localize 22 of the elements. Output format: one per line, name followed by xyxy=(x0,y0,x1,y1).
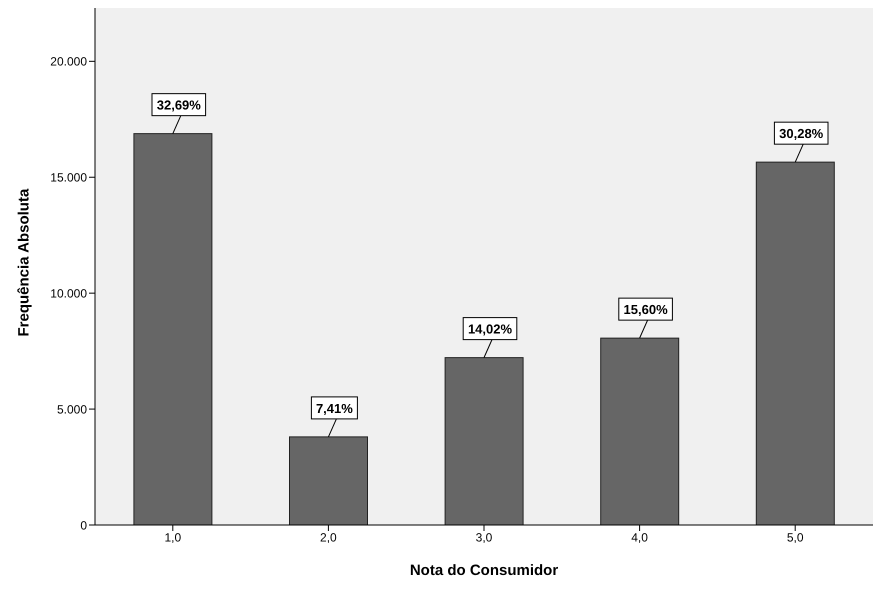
bar xyxy=(289,436,368,525)
y-tick-label: 10.000 xyxy=(50,286,88,300)
y-tick-label: 0 xyxy=(80,518,88,532)
bar xyxy=(444,357,524,525)
bar xyxy=(756,162,835,525)
x-tick-label: 5,0 xyxy=(786,530,804,545)
y-tick-label: 15.000 xyxy=(50,170,88,184)
bar xyxy=(133,133,212,525)
annotation: 14,02% xyxy=(468,322,512,337)
y-axis-title: Frequência Absoluta xyxy=(15,188,32,336)
annotation: 15,60% xyxy=(624,302,668,318)
x-tick-label: 1,0 xyxy=(164,530,182,545)
x-tick-label: 3,0 xyxy=(476,530,493,545)
annotation: 32,69% xyxy=(156,98,202,113)
x-axis-title: Nota do Consumidor xyxy=(410,562,558,579)
x-tick-label: 2,0 xyxy=(320,530,338,545)
y-tick-label: 20.000 xyxy=(50,54,88,69)
x-tick-label: 4,0 xyxy=(631,530,648,545)
bar xyxy=(600,338,680,525)
annotation: 7,41% xyxy=(316,400,354,416)
annotation: 30,28% xyxy=(779,126,824,142)
y-tick-label: 5.000 xyxy=(56,402,88,416)
